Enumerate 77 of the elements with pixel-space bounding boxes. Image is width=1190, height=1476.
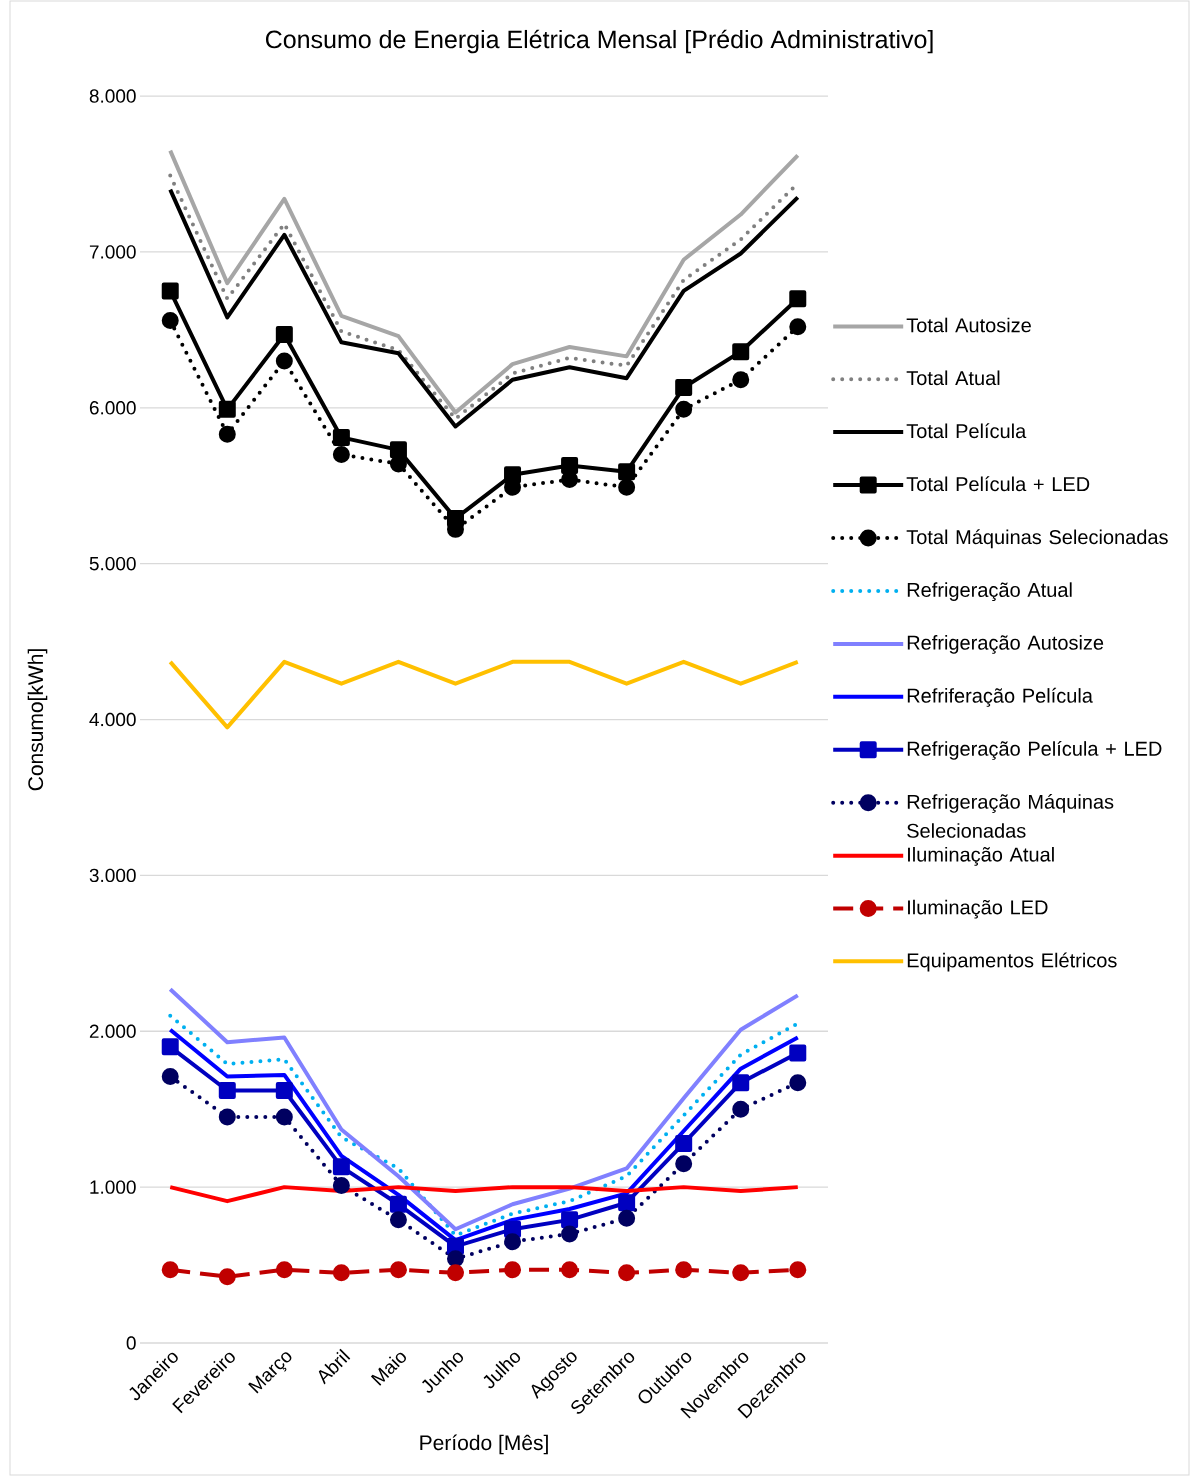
point: [389, 1211, 407, 1229]
point: [732, 1264, 750, 1282]
point: [561, 1211, 579, 1229]
point: [218, 425, 236, 443]
point: [732, 1074, 750, 1092]
point: [504, 1233, 522, 1251]
point: [675, 1155, 693, 1173]
legend-label: Total Atual: [906, 370, 1000, 386]
point: [275, 1081, 293, 1099]
point: [218, 1108, 236, 1126]
y-tick-label: 7.000: [89, 245, 136, 259]
point: [446, 1264, 464, 1282]
point: [504, 1261, 522, 1279]
point: [275, 1108, 293, 1126]
point: [732, 343, 750, 361]
legend-label: Total Película + LED: [906, 476, 1090, 492]
x-axis-title: Período [Mês]: [420, 1434, 548, 1455]
point: [789, 290, 807, 308]
point: [332, 446, 350, 464]
point: [389, 441, 407, 459]
point: [332, 1264, 350, 1282]
legend-label: Refrigeração Autosize: [907, 635, 1104, 654]
point: [789, 318, 807, 336]
point: [446, 1250, 464, 1268]
point: [675, 1261, 693, 1279]
point: [789, 1044, 807, 1062]
legend-label: Refriferação Película: [907, 687, 1093, 707]
point: [732, 371, 750, 389]
point: [561, 1261, 579, 1279]
point: [675, 400, 693, 418]
point: [275, 326, 293, 344]
point: [618, 1264, 636, 1282]
point: [161, 312, 179, 330]
legend-label: Total Máquinas Selecionadas: [906, 529, 1168, 549]
y-axis-title: Consumo[kWh]: [27, 649, 48, 791]
point: [618, 1194, 636, 1212]
point: [332, 1158, 350, 1176]
point: [275, 1261, 293, 1279]
point: [618, 478, 636, 496]
point: [161, 1261, 179, 1279]
point: [161, 282, 179, 300]
y-tick-label: 6.000: [89, 401, 136, 415]
y-tick-label: 5.000: [89, 556, 136, 571]
legend-label: Total Película: [906, 423, 1027, 439]
legend-label: Refrigeração Máquinas Selecionadas: [907, 793, 1114, 838]
point: [161, 1067, 179, 1085]
point: [618, 463, 636, 481]
point: [389, 1261, 407, 1279]
y-tick-label: 4.000: [89, 712, 136, 727]
point: [218, 1081, 236, 1099]
chart-title: Consumo de Energia Elétrica Mensal [Prédio Administrativo]: [265, 29, 933, 54]
legend-label: Iluminação Atual: [908, 846, 1054, 866]
point: [332, 1177, 350, 1195]
point: [161, 1038, 179, 1056]
legend-label: Total Autosize: [906, 317, 1031, 333]
legend-label: Refrigeração Película + LED: [907, 740, 1162, 760]
y-tick-label: 1.000: [90, 1180, 136, 1194]
point: [675, 1134, 693, 1152]
point: [618, 1209, 636, 1227]
point: [561, 456, 579, 474]
point: [789, 1261, 807, 1279]
point: [675, 379, 693, 397]
y-tick-label: 2.000: [89, 1024, 136, 1038]
y-tick-label: 0: [126, 1336, 136, 1350]
point: [561, 1225, 579, 1243]
legend-label: Iluminação LED: [908, 899, 1048, 919]
point: [389, 1195, 407, 1213]
point: [732, 1100, 750, 1118]
y-tick-label: 8.000: [89, 89, 136, 103]
y-tick-label: 3.000: [89, 868, 136, 883]
legend-label: Refrigeração Atual: [907, 582, 1072, 602]
legend-label: Equipamentos Elétricos: [907, 952, 1117, 972]
point: [218, 400, 236, 418]
point: [789, 1074, 807, 1092]
point: [218, 1268, 236, 1286]
point: [332, 428, 350, 446]
point: [275, 352, 293, 370]
